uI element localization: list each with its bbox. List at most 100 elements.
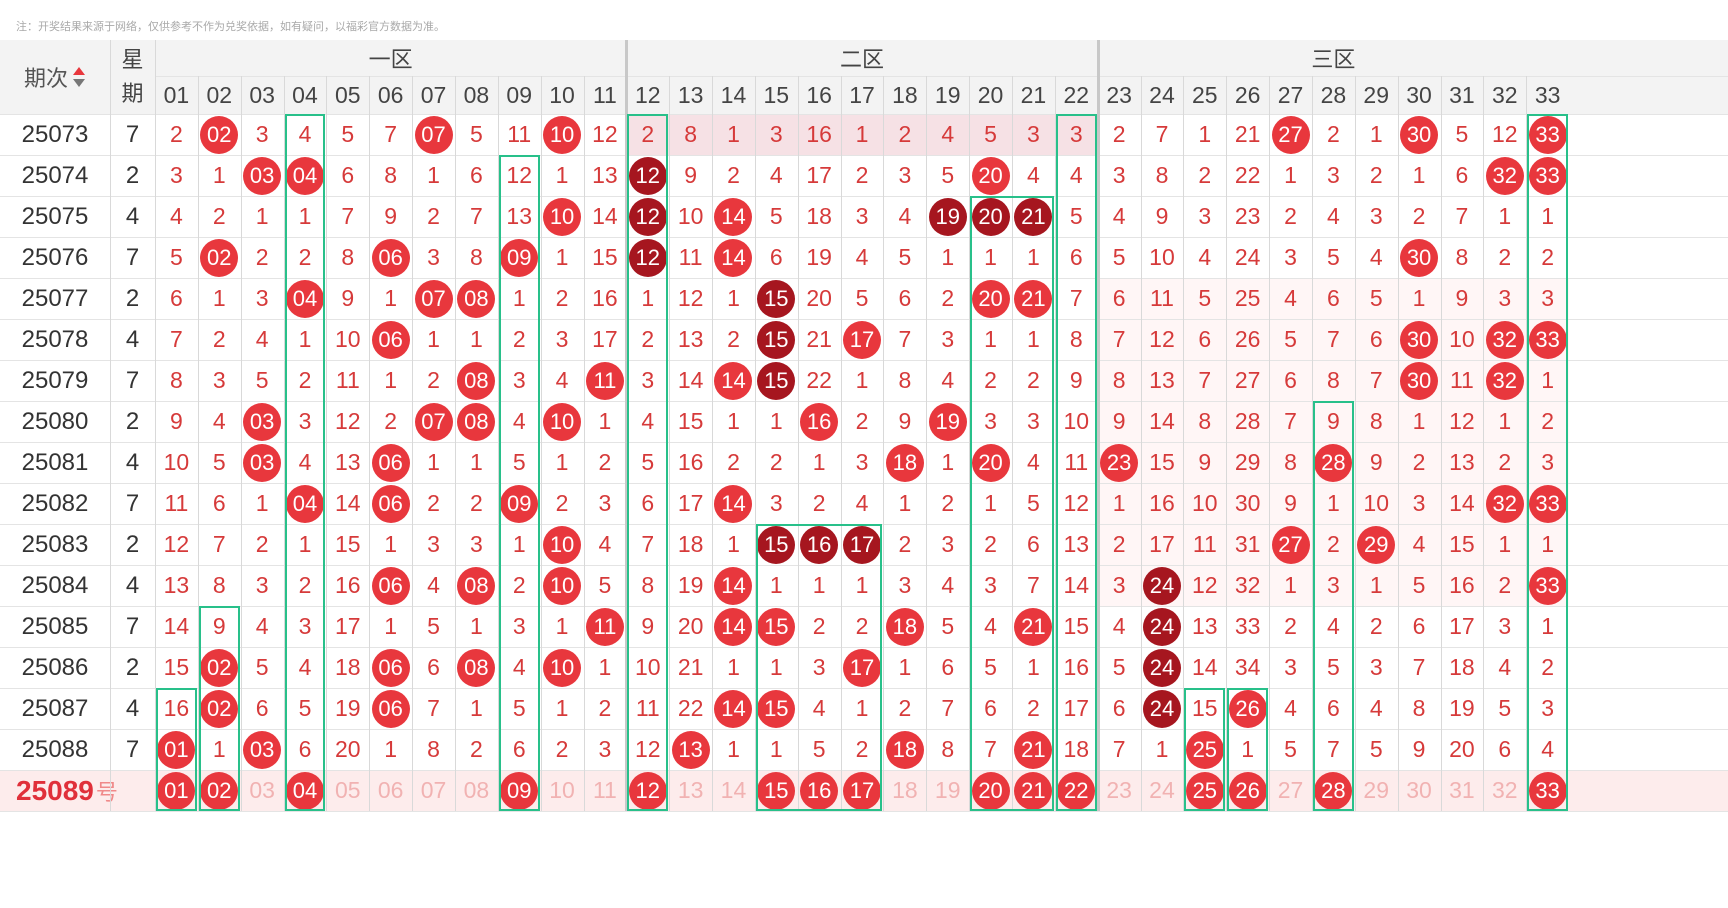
prediction-cell[interactable]: 13 [677,777,704,803]
prediction-cell[interactable]: 06 [377,777,404,803]
number-header-28[interactable]: 28 [1320,81,1347,108]
prediction-cell[interactable]: 04 [284,770,327,811]
number-header-13[interactable]: 13 [677,81,704,108]
picked-ball[interactable]: 12 [628,771,667,810]
prediction-cell[interactable]: 09 [498,770,541,811]
number-header-11[interactable]: 11 [592,81,617,108]
number-header-24[interactable]: 24 [1149,81,1175,108]
picked-ball[interactable]: 01 [157,771,196,810]
number-header-02[interactable]: 02 [206,81,233,108]
prediction-cell[interactable]: 23 [1106,777,1132,803]
number-header-31[interactable]: 31 [1449,81,1475,108]
number-header-17[interactable]: 17 [849,81,875,108]
number-header-07[interactable]: 07 [420,81,447,108]
trend-cell: 11 [507,121,532,147]
picked-ball[interactable]: 28 [1314,771,1353,810]
picked-ball[interactable]: 25 [1185,771,1224,810]
trend-cell: 2 [1369,613,1383,639]
number-header-15[interactable]: 15 [763,81,790,108]
prediction-cell[interactable]: 29 [1363,777,1390,803]
prediction-cell[interactable]: 25 [1183,770,1226,811]
number-header-12[interactable]: 12 [634,81,661,108]
prediction-cell[interactable]: 05 [335,777,361,803]
number-header-03[interactable]: 03 [249,81,275,108]
period-header[interactable]: 期次 [0,40,110,114]
number-header-20[interactable]: 20 [977,81,1004,108]
sort-up-down-icon[interactable] [72,66,86,88]
trend-cell: 10 [1363,490,1390,516]
prediction-cell[interactable]: 33 [1526,770,1569,811]
prediction-cell[interactable]: 01 [155,770,198,811]
number-header-19[interactable]: 19 [934,81,961,108]
number-header-22[interactable]: 22 [1063,81,1090,108]
trend-cell: 2 [427,367,440,393]
prediction-cell[interactable]: 31 [1449,777,1475,803]
prediction-cell[interactable]: 07 [420,777,447,803]
picked-ball[interactable]: 21 [1014,771,1053,810]
prediction-cell[interactable]: 22 [1055,770,1098,811]
prediction-cell[interactable]: 18 [892,777,918,803]
picked-ball[interactable]: 15 [757,771,796,810]
prediction-cell[interactable]: 15 [755,770,798,811]
picked-ball[interactable]: 26 [1228,771,1267,810]
number-header-25[interactable]: 25 [1192,81,1218,108]
prediction-cell[interactable]: 14 [720,777,747,803]
prediction-cell[interactable]: 17 [841,770,884,811]
picked-ball[interactable]: 04 [285,771,324,810]
prediction-cell[interactable]: 28 [1312,770,1355,811]
trend-cell: 1 [769,408,783,434]
trend-cell: 2 [1498,244,1512,270]
prediction-cell[interactable]: 08 [463,777,490,803]
number-header-23[interactable]: 23 [1106,81,1132,108]
prediction-cell[interactable]: 19 [934,777,961,803]
number-header-21[interactable]: 21 [1020,81,1047,108]
number-header-09[interactable]: 09 [506,81,533,108]
trend-cell: 14 [677,367,704,393]
trend-cell: 1 [555,244,569,270]
picked-ball[interactable]: 09 [500,771,539,810]
trend-cell: 1 [1541,367,1554,393]
number-header-06[interactable]: 06 [377,81,404,108]
prediction-cell[interactable]: 21 [1012,770,1055,811]
prediction-cell[interactable]: 27 [1277,777,1304,803]
picked-ball[interactable]: 20 [971,771,1010,810]
picked-ball[interactable]: 17 [843,771,882,810]
trend-cell: 5 [641,449,655,475]
picked-ball[interactable]: 02 [200,771,239,810]
prediction-cell[interactable]: 10 [549,777,575,803]
trend-cell: 3 [1541,449,1554,475]
drawn-ball: 24 [1142,689,1181,728]
prediction-cell[interactable]: 30 [1406,777,1432,803]
prediction-cell[interactable]: 20 [969,770,1012,811]
number-header-30[interactable]: 30 [1406,81,1432,108]
picked-ball[interactable]: 16 [800,771,839,810]
number-header-32[interactable]: 32 [1491,81,1518,108]
number-header-10[interactable]: 10 [549,81,575,108]
prediction-cell[interactable]: 03 [249,777,275,803]
number-header-05[interactable]: 05 [335,81,361,108]
number-header-16[interactable]: 16 [806,81,832,108]
prediction-cell[interactable]: 26 [1226,770,1269,811]
picked-ball[interactable]: 22 [1057,771,1096,810]
number-header-26[interactable]: 26 [1234,81,1261,108]
prediction-cell[interactable]: 12 [626,770,669,811]
number-header-29[interactable]: 29 [1363,81,1390,108]
number-header-04[interactable]: 04 [292,81,318,108]
picked-ball[interactable]: 33 [1528,771,1567,810]
prediction-cell[interactable]: 11 [592,777,617,803]
trend-cell: 5 [1412,572,1426,598]
drawn-ball: 06 [371,238,410,277]
number-header-08[interactable]: 08 [463,81,490,108]
trend-cell: 6 [1198,326,1212,352]
trend-cell: 1 [812,572,826,598]
prediction-cell[interactable]: 32 [1491,777,1518,803]
number-header-33[interactable]: 33 [1534,81,1561,108]
prediction-cell[interactable]: 16 [798,770,841,811]
number-header-27[interactable]: 27 [1277,81,1304,108]
number-header-14[interactable]: 14 [720,81,747,108]
number-header-18[interactable]: 18 [892,81,918,108]
number-header-01[interactable]: 01 [163,81,190,108]
prediction-cell[interactable]: 02 [198,770,241,811]
prediction-cell[interactable]: 24 [1149,777,1175,803]
